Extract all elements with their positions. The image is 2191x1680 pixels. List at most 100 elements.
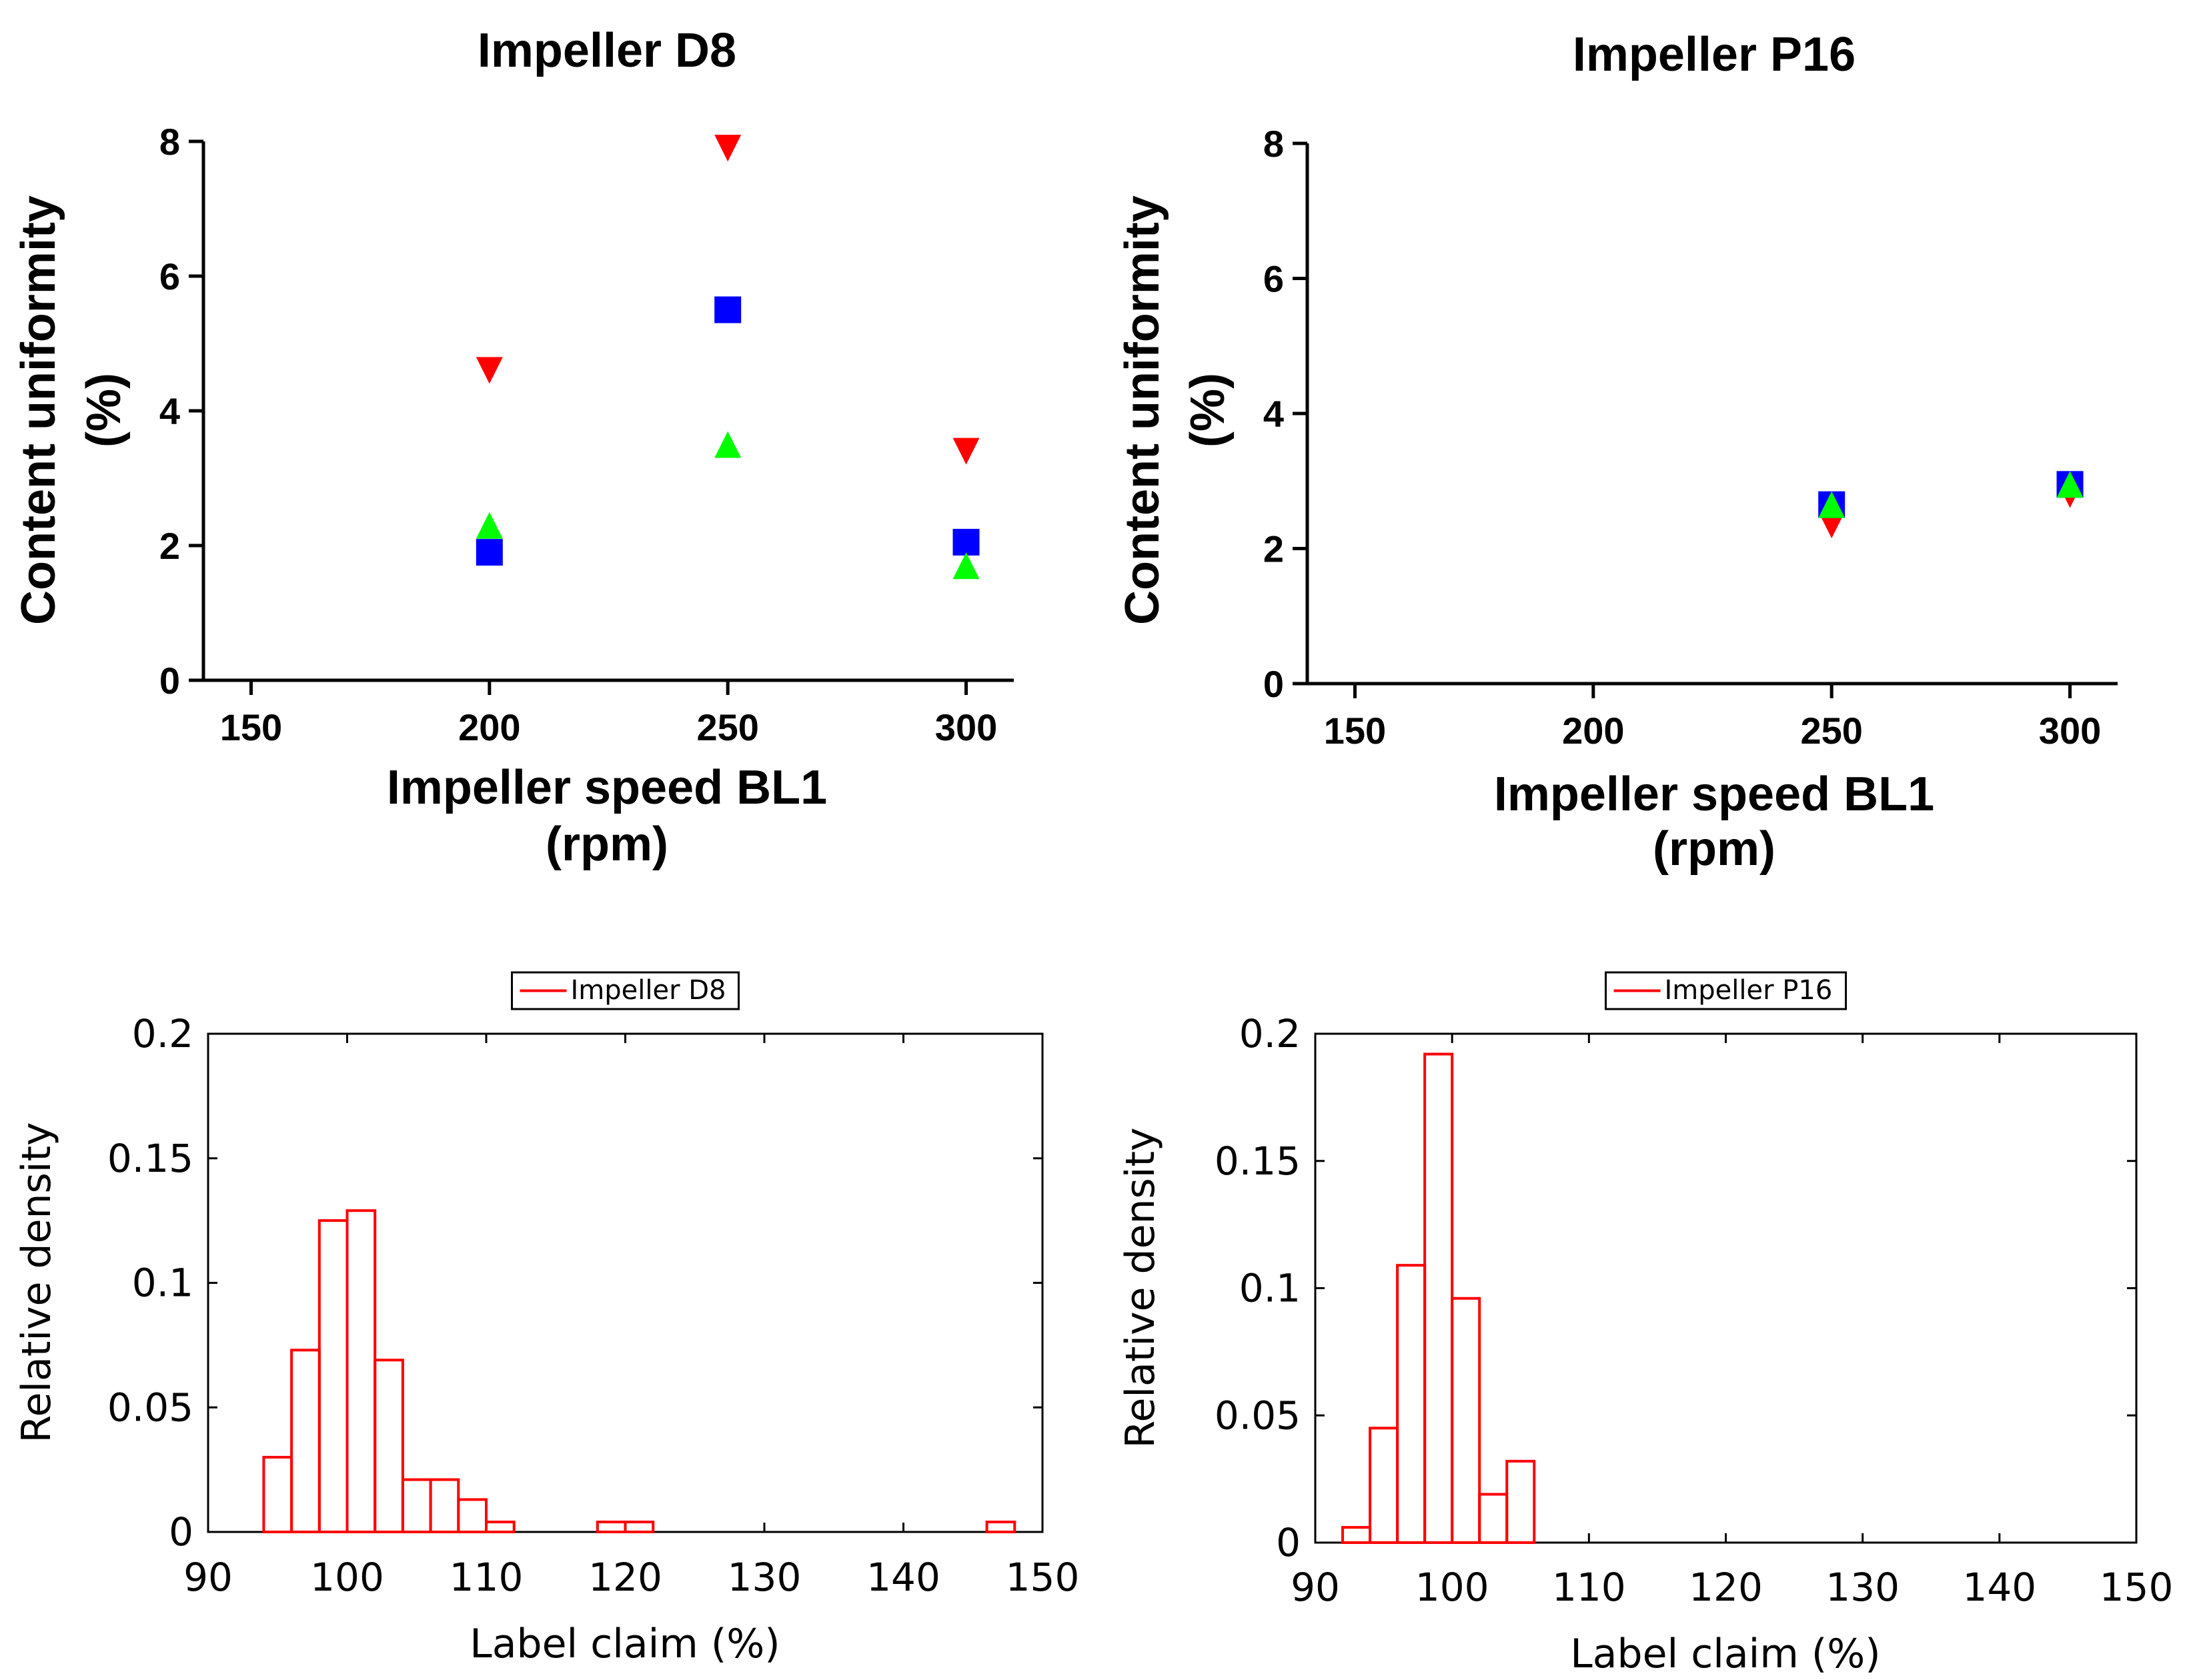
x-tick-label: 140 [1962,1565,2036,1610]
y-axis-label: Relative density [13,1122,60,1443]
x-tick-label: 100 [310,1555,384,1600]
y-tick-label: 0.2 [132,1011,193,1056]
legend-label: Impeller D8 [571,975,726,1006]
x-tick-label: 90 [183,1555,233,1600]
x-tick-label: 200 [458,706,520,748]
histogram-bar [1423,1052,1454,1544]
x-tick-label: 250 [696,706,758,748]
x-tick-label: 130 [728,1555,802,1600]
x-axis-label: Impeller speed BL1 [1494,768,1934,821]
y-tick-label: 0 [1276,1520,1301,1565]
y-tick-label: 2 [1263,528,1284,570]
y-tick-label: 8 [159,121,180,163]
x-tick-label: 90 [1291,1565,1340,1610]
x-tick-label: 300 [935,706,997,748]
histogram-bar [1478,1493,1509,1544]
y-tick-label: 0.2 [1239,1011,1301,1056]
histogram-bar [345,1209,377,1534]
y-tick-label: 0.05 [1215,1393,1301,1438]
x-tick-label: 300 [2039,710,2101,752]
plot-frame [1314,1032,2138,1544]
histogram-bar [401,1478,432,1533]
data-point-series-blue-square [476,539,503,566]
x-tick-label: 200 [1562,710,1624,752]
x-tick-label: 100 [1415,1565,1489,1610]
y-tick-label: 0.1 [1239,1266,1301,1311]
x-tick-label: 120 [1689,1565,1763,1610]
data-point-series-blue-square [952,528,980,556]
y-axis-label: Content uniformity [12,195,65,625]
legend: Impeller D8 [511,971,740,1010]
histogram-bar [596,1521,627,1534]
x-tick-label: 250 [1800,710,1862,752]
y-tick-label: 2 [159,525,180,567]
x-tick-label: 150 [220,706,282,748]
x-tick-label: 150 [1006,1555,1080,1600]
histogram-bar [262,1455,293,1533]
x-axis-label: (rpm) [1653,822,1775,876]
histogram-bar [317,1219,349,1533]
y-tick-label: 4 [159,390,180,432]
y-tick-label: 0.15 [1215,1138,1301,1184]
x-tick-label: 120 [588,1555,662,1600]
histogram-bar [457,1498,488,1534]
histogram-bar [1341,1526,1372,1545]
y-tick-label: 4 [1263,393,1284,435]
y-tick-label: 0 [169,1509,193,1555]
scatter-panel-p16: Impeller P16 0 2 4 6 8 150 200 250 300 Impeller sp… [1116,28,2118,876]
data-point-series-blue-square [714,296,742,323]
histogram-panel-d8: 0 0.05 0.1 0.15 0.2 90 100 110 120 130 140 150 Label… [13,971,1080,1667]
data-point-series-green-up-triangle [476,512,503,539]
y-tick-label: 0.05 [107,1385,193,1430]
y-tick-label: 0.15 [107,1136,193,1181]
y-tick-label: 6 [1263,258,1284,300]
y-axis-label: Content uniformity [1116,195,1169,625]
data-point-series-green-up-triangle [2056,471,2084,498]
data-point-series-green-up-triangle [952,552,980,580]
x-axis-label: Label claim (%) [1570,1631,1880,1677]
histogram-bar [290,1349,321,1533]
data-point-series-green-up-triangle [1818,491,1846,518]
x-tick-label: 110 [1552,1565,1626,1610]
y-axis-label: (%) [77,373,131,448]
x-tick-label: 130 [1825,1565,1900,1610]
legend-label: Impeller P16 [1665,975,1833,1006]
histogram-bar [624,1521,655,1534]
y-tick-label: 0 [159,660,180,702]
y-tick-label: 0 [1263,663,1284,705]
data-point-series-red-down-triangle [476,357,503,384]
histogram-bar [985,1521,1016,1534]
x-tick-label: 110 [450,1555,524,1600]
axis-lines [1305,143,2118,686]
y-axis-label: Relative density [1117,1127,1164,1448]
histogram-bar [1396,1264,1427,1545]
y-tick-label: 6 [159,255,180,297]
histogram-bar [429,1478,460,1533]
x-tick-label: 150 [1324,710,1386,752]
histogram-bar [374,1359,404,1534]
legend: Impeller P16 [1605,971,1847,1010]
y-axis-label: (%) [1181,373,1235,448]
data-point-series-red-down-triangle [952,438,980,465]
x-axis-label: Impeller speed BL1 [387,761,827,814]
plot-frame [207,1032,1044,1533]
histogram-bar [485,1521,516,1534]
chart-title: Impeller P16 [1573,28,1856,81]
scatter-panel-d8: Impeller D8 0 2 4 6 8 150 200 250 300 Impeller spe… [12,24,1014,871]
chart-title: Impeller D8 [478,24,736,77]
y-tick-label: 8 [1263,123,1284,165]
axis-lines [201,141,1014,682]
x-tick-label: 150 [2100,1565,2174,1610]
x-tick-label: 140 [866,1555,940,1600]
y-tick-label: 0.1 [132,1261,193,1306]
data-point-series-red-down-triangle [714,135,742,162]
x-axis-label: (rpm) [546,818,668,871]
histogram-bar [1451,1297,1481,1544]
histogram-bar [1505,1459,1536,1544]
histogram-panel-p16: 0 0.05 0.1 0.15 0.2 90 100 110 120 130 140 150 Label… [1117,971,2174,1677]
data-point-series-green-up-triangle [714,431,742,458]
data-point-series-red-down-triangle [1818,512,1846,539]
x-axis-label: Label claim (%) [470,1621,780,1667]
histogram-bar [1369,1427,1399,1544]
